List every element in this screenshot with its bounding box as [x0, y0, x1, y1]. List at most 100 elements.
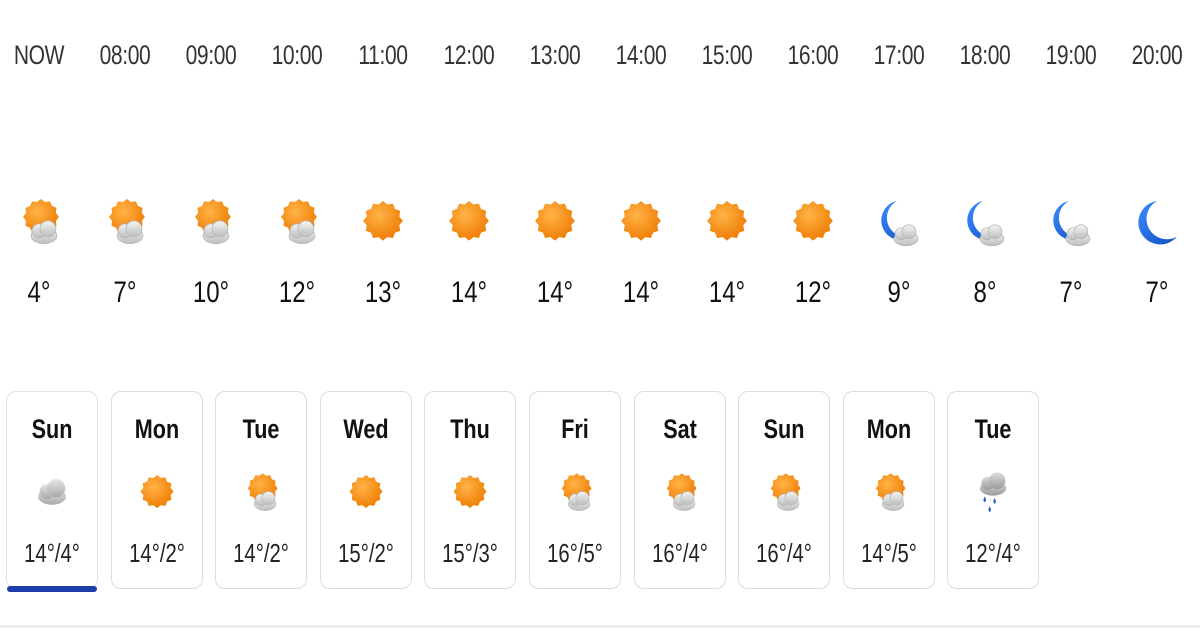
day-card-mon[interactable]: Mon 14°/2° — [110, 391, 203, 589]
rain-icon — [973, 470, 1013, 518]
hour-time: 16:00 — [787, 40, 839, 70]
hour-column: 19:00 7° — [1028, 0, 1114, 340]
day-temperature-range: 16°/5° — [547, 538, 603, 568]
hour-column: 15:00 14° — [684, 0, 770, 340]
hour-time: 20:00 — [1131, 40, 1183, 70]
day-temperature-range: 14°/5° — [860, 538, 917, 568]
hour-column: 16:00 12° — [770, 0, 856, 340]
moon-cloud-icon — [1047, 195, 1095, 253]
sun-icon — [789, 195, 837, 253]
day-name: Fri — [561, 414, 589, 444]
hour-temperature: 7° — [1059, 276, 1083, 309]
hour-time: 14:00 — [615, 40, 667, 70]
hour-temperature: 4° — [27, 276, 51, 309]
sun-icon — [531, 195, 579, 253]
hour-time: 17:00 — [873, 40, 925, 70]
moon-cloud-icon — [875, 195, 923, 253]
day-temperature-range: 15°/3° — [442, 538, 499, 568]
hour-column: 13:00 14° — [512, 0, 598, 340]
sun-icon — [359, 195, 407, 253]
hour-temperature: 9° — [887, 276, 911, 309]
day-name: Mon — [134, 414, 179, 444]
hour-time: 09:00 — [185, 40, 237, 70]
day-name: Wed — [343, 414, 389, 444]
hour-temperature: 7° — [113, 276, 137, 309]
hour-column: NOW 4° — [0, 0, 82, 340]
hour-time: 13:00 — [529, 40, 581, 70]
day-name: Thu — [450, 414, 491, 444]
sun-icon — [450, 470, 490, 518]
day-temperature-range: 16°/4° — [651, 538, 708, 568]
day-temperature-range: 14°/4° — [24, 538, 80, 568]
partly-cloudy-icon — [660, 470, 700, 518]
hour-time: 19:00 — [1045, 40, 1097, 70]
day-name: Tue — [974, 414, 1012, 444]
hour-column: 14:00 14° — [598, 0, 684, 340]
hour-temperature: 14° — [450, 276, 488, 309]
hour-temperature: 8° — [973, 276, 997, 309]
hourly-forecast: NOW 4° 08:00 7° 09:00 — [0, 0, 1200, 340]
sun-icon — [703, 195, 751, 253]
partly-cloudy-icon — [101, 195, 149, 253]
cloud-icon — [32, 470, 72, 518]
partly-cloudy-icon — [15, 195, 63, 253]
moon-icon — [1133, 195, 1181, 253]
day-name: Mon — [866, 414, 911, 444]
day-name: Sun — [31, 414, 73, 444]
daily-forecast: Sun 14°/4° Mon 14°/2° Tue 14°/2° Wed 15°/2°… — [0, 388, 1200, 598]
hour-column: 08:00 7° — [82, 0, 168, 340]
sun-icon — [445, 195, 493, 253]
hour-time: 10:00 — [271, 40, 323, 70]
day-card-fri[interactable]: Fri 16°/5° — [529, 391, 621, 589]
hour-temperature: 12° — [794, 276, 832, 309]
hour-column: 17:00 9° — [856, 0, 942, 340]
day-temperature-range: 16°/4° — [756, 538, 813, 568]
day-card-wed[interactable]: Wed 15°/2° — [319, 391, 412, 589]
hour-column: 12:00 14° — [426, 0, 512, 340]
day-card-mon[interactable]: Mon 14°/5° — [842, 391, 935, 589]
hour-temperature: 10° — [192, 276, 230, 309]
day-card-tue[interactable]: Tue 12°/4° — [947, 391, 1040, 589]
hour-time: 12:00 — [443, 40, 495, 70]
partly-cloudy-icon — [555, 470, 595, 518]
hour-column: 10:00 12° — [254, 0, 340, 340]
day-temperature-range: 14°/2° — [233, 538, 290, 568]
partly-cloudy-icon — [273, 195, 321, 253]
day-name: Tue — [242, 414, 280, 444]
day-card-thu[interactable]: Thu 15°/3° — [424, 391, 517, 589]
day-temperature-range: 14°/2° — [128, 538, 185, 568]
hour-temperature: 14° — [622, 276, 660, 309]
partly-cloudy-icon — [241, 470, 281, 518]
hour-column: 20:00 7° — [1114, 0, 1200, 340]
hour-time: 18:00 — [959, 40, 1011, 70]
day-card-sun[interactable]: Sun 14°/4° — [6, 391, 98, 592]
sun-icon — [346, 470, 386, 518]
day-card-sat[interactable]: Sat 16°/4° — [633, 391, 726, 589]
sun-icon — [137, 470, 177, 518]
partly-cloudy-icon — [764, 470, 804, 518]
hour-temperature: 12° — [278, 276, 316, 309]
hour-temperature: 7° — [1145, 276, 1169, 309]
day-temperature-range: 12°/4° — [965, 538, 1022, 568]
day-temperature-range: 15°/2° — [337, 538, 394, 568]
day-card-sun[interactable]: Sun 16°/4° — [738, 391, 831, 589]
hour-temperature: 13° — [364, 276, 402, 309]
sun-icon — [617, 195, 665, 253]
hour-time: 15:00 — [701, 40, 753, 70]
day-name: Sun — [763, 414, 805, 444]
day-card-tue[interactable]: Tue 14°/2° — [215, 391, 308, 589]
bottom-divider — [0, 625, 1200, 628]
hour-time: NOW — [13, 40, 65, 70]
hour-column: 11:00 13° — [340, 0, 426, 340]
hour-column: 09:00 10° — [168, 0, 254, 340]
day-name: Sat — [662, 414, 697, 444]
partly-cloudy-icon — [869, 470, 909, 518]
hour-time: 08:00 — [99, 40, 151, 70]
selected-day-indicator — [7, 586, 97, 592]
hour-temperature: 14° — [708, 276, 746, 309]
hour-time: 11:00 — [358, 40, 408, 70]
moon-cloud-icon — [961, 195, 1009, 253]
partly-cloudy-icon — [187, 195, 235, 253]
hour-column: 18:00 8° — [942, 0, 1028, 340]
hour-temperature: 14° — [536, 276, 574, 309]
